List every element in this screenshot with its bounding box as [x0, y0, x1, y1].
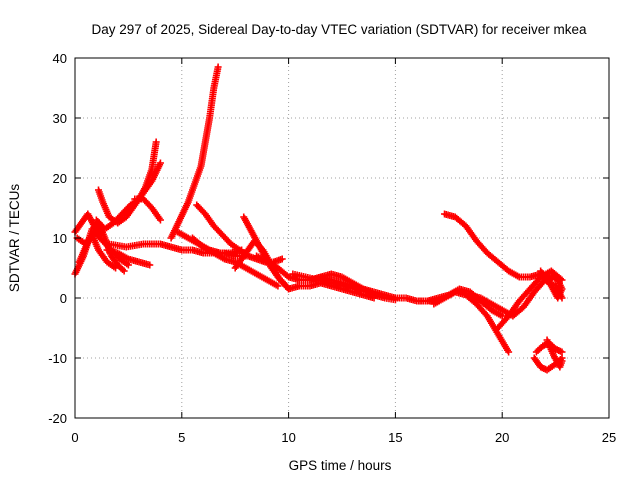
data-point	[545, 276, 553, 284]
data-point	[547, 275, 555, 283]
series-track-10	[167, 63, 222, 242]
chart-title: Day 297 of 2025, Sidereal Day-to-day VTE…	[92, 22, 587, 37]
x-tick-label: 0	[71, 430, 78, 445]
y-tick-label: 0	[60, 291, 67, 306]
data-point	[152, 138, 160, 146]
axis-ticks	[74, 57, 610, 419]
series-track-19	[289, 270, 374, 296]
data-point	[498, 312, 506, 320]
x-tick-label: 25	[602, 430, 616, 445]
series-track-7	[131, 195, 164, 224]
data-point	[558, 348, 566, 356]
series-track-28	[530, 354, 566, 374]
grid	[75, 58, 609, 418]
data-point	[156, 216, 164, 224]
series-track-21	[430, 288, 513, 356]
data-point	[112, 264, 120, 272]
x-tick-label: 15	[388, 430, 402, 445]
data-point	[505, 348, 513, 356]
data-point	[124, 261, 132, 269]
series-track-4	[75, 231, 120, 272]
y-tick-label: 10	[53, 231, 67, 246]
y-tick-label: 30	[53, 111, 67, 126]
data-point	[558, 354, 566, 362]
data-point	[274, 282, 282, 290]
y-tick-labels: -20 -10 0 10 20 30 40	[48, 51, 67, 426]
x-tick-labels: 0 5 10 15 20 25	[71, 430, 616, 445]
y-tick-label: -10	[48, 351, 67, 366]
data-point	[278, 255, 286, 263]
series-track-6	[94, 159, 164, 227]
x-tick-label: 10	[281, 430, 295, 445]
y-axis-label: SDTVAR / TECUs	[7, 184, 22, 293]
data-point	[391, 296, 399, 304]
x-axis-label: GPS time / hours	[289, 458, 392, 473]
y-tick-label: -20	[48, 411, 67, 426]
data-point	[120, 267, 128, 275]
series-track-15	[240, 213, 290, 290]
x-tick-label: 20	[495, 430, 509, 445]
data-point	[146, 261, 154, 269]
series-track-22	[441, 210, 555, 281]
series-track-8	[103, 246, 154, 269]
y-tick-label: 40	[53, 51, 67, 66]
data-point	[281, 281, 289, 288]
data-markers	[71, 63, 566, 374]
data-point	[214, 63, 222, 71]
data-point	[366, 288, 374, 296]
y-tick-label: 20	[53, 171, 67, 186]
series-track-25	[537, 267, 566, 302]
data-point	[156, 159, 164, 167]
x-tick-label: 5	[178, 430, 185, 445]
